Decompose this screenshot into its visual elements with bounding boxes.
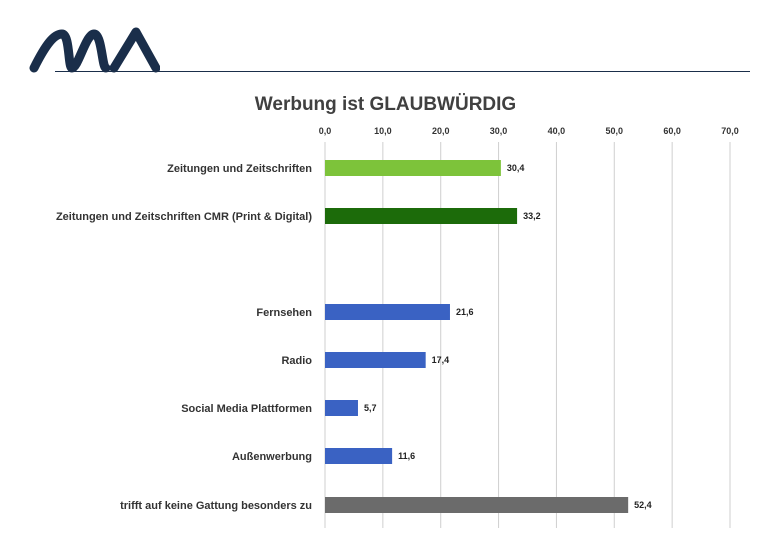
category-label: Fernsehen: [256, 307, 312, 319]
bar: [325, 497, 629, 513]
bar: [325, 304, 450, 320]
x-tick-label: 60,0: [663, 126, 681, 136]
bar: [325, 352, 426, 368]
header-rule: [55, 71, 750, 72]
bar: [325, 160, 501, 176]
bar: [325, 448, 393, 464]
category-label: Social Media Plattformen: [181, 403, 312, 415]
data-label: 5,7: [364, 403, 377, 413]
data-label: 11,6: [398, 451, 415, 461]
x-tick-label: 30,0: [490, 126, 508, 136]
x-tick-label: 20,0: [432, 126, 450, 136]
category-label: Außenwerbung: [232, 451, 312, 463]
x-tick-label: 70,0: [721, 126, 739, 136]
logo: [29, 27, 160, 73]
data-label: 33,2: [523, 211, 541, 221]
bar: [325, 400, 358, 416]
data-label: 21,6: [456, 307, 474, 317]
chart-title: Werbung ist GLAUBWÜRDIG: [254, 94, 517, 115]
category-label: Zeitungen und Zeitschriften CMR (Print &…: [56, 211, 312, 223]
bar: [325, 208, 518, 224]
data-label: 30,4: [507, 163, 525, 173]
data-label: 17,4: [432, 355, 450, 365]
x-tick-label: 50,0: [606, 126, 624, 136]
x-tick-label: 0,0: [319, 126, 332, 136]
category-label: Zeitungen und Zeitschriften: [167, 163, 312, 175]
data-label: 52,4: [634, 500, 652, 510]
x-tick-label: 40,0: [548, 126, 566, 136]
category-label: trifft auf keine Gattung besonders zu: [120, 500, 312, 512]
x-tick-label: 10,0: [374, 126, 392, 136]
logo-mark: [29, 27, 160, 73]
category-label: Radio: [281, 355, 312, 367]
